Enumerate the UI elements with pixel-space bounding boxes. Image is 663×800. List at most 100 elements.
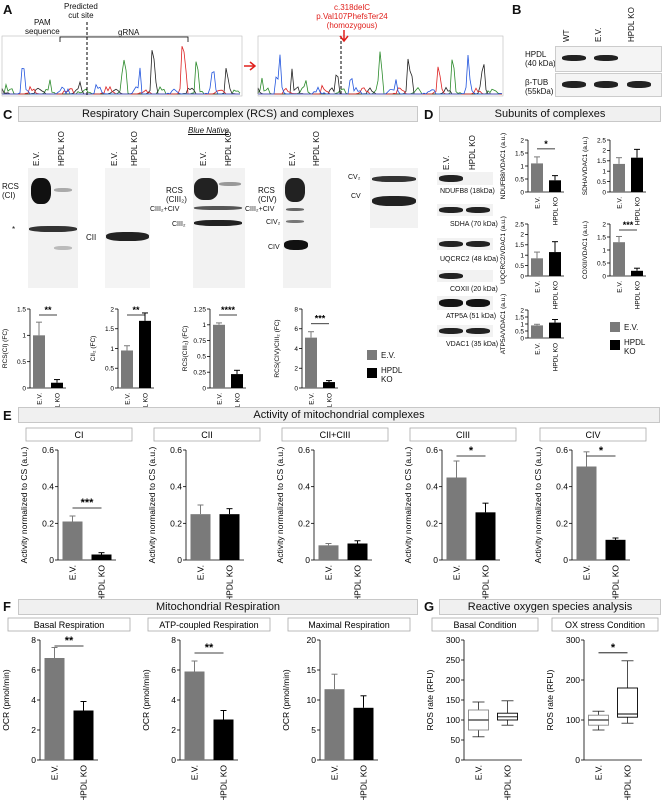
band bbox=[439, 299, 463, 307]
y-axis-label: Activity normalized to CS (a.u.) bbox=[403, 446, 413, 563]
band bbox=[466, 207, 490, 213]
band bbox=[439, 273, 463, 279]
significance-label: *** bbox=[81, 497, 95, 509]
y-tick-label: 0 bbox=[202, 385, 206, 392]
y-tick-label: 2 bbox=[294, 366, 298, 373]
y-tick-label: 1 bbox=[602, 168, 606, 175]
band bbox=[439, 175, 463, 182]
band bbox=[286, 208, 304, 211]
trace-line bbox=[2, 46, 240, 95]
y-tick-label: 0 bbox=[563, 555, 568, 565]
panel-d-header: Subunits of complexes bbox=[439, 106, 661, 122]
y-tick-label: 1 bbox=[520, 163, 524, 170]
band bbox=[439, 328, 463, 334]
gel3-lane-ko: HPDL KO bbox=[224, 131, 233, 166]
bar bbox=[631, 270, 643, 276]
y-tick-label: 4 bbox=[171, 695, 176, 705]
bar bbox=[446, 477, 467, 560]
chart-sdha: 0 0.5 1 1.5 2 2.5 SDHA/VDAC1 (a.u.) E.V. HPDL KO bbox=[582, 137, 646, 225]
ndufb8-label: NDUFB8 (18kDa) bbox=[440, 188, 495, 195]
x-tick-label: HPDL KO bbox=[218, 765, 228, 800]
x-tick-label: E.V. bbox=[67, 565, 77, 580]
mutation-protein: p.Val107PhefsTer24 bbox=[316, 12, 388, 21]
civ-label: CIV bbox=[268, 244, 280, 251]
y-tick-label: 2 bbox=[171, 725, 176, 735]
bar bbox=[531, 258, 543, 276]
btub-blot bbox=[555, 73, 662, 97]
x-tick-label: E.V. bbox=[534, 343, 541, 355]
bar bbox=[91, 554, 112, 560]
y-tick-label: 0 bbox=[311, 755, 316, 765]
cii-label: CII bbox=[86, 233, 97, 242]
bar bbox=[213, 324, 225, 388]
y-tick-label: 0 bbox=[602, 273, 606, 280]
chart-header: CIV bbox=[585, 430, 600, 440]
chart-header-box bbox=[287, 617, 411, 632]
btub-row-label: β-TUB (55kDa) bbox=[525, 78, 554, 96]
significance-label: * bbox=[544, 139, 548, 149]
gel4-image bbox=[283, 168, 331, 288]
panel-label-a: A bbox=[3, 2, 13, 17]
significance-label: ** bbox=[205, 642, 214, 654]
chart-header-box bbox=[7, 617, 131, 632]
x-tick-label: HPDL KO bbox=[352, 565, 362, 602]
lane-hpdl-ko: HPDL KO bbox=[627, 7, 636, 42]
bar bbox=[318, 545, 339, 560]
sdha-blot bbox=[437, 204, 493, 216]
y-tick-label: 0.4 bbox=[170, 482, 182, 492]
y-tick-label: 0 bbox=[455, 755, 460, 765]
trace-frame bbox=[257, 35, 504, 97]
x-tick-label: E.V. bbox=[308, 393, 315, 405]
y-axis-label: RCS(CI) (FC) bbox=[2, 329, 9, 368]
y-tick-label: 0.4 bbox=[298, 482, 310, 492]
chart-header: OX stress Condition bbox=[565, 620, 645, 630]
y-tick-label: 4 bbox=[31, 695, 36, 705]
chart-header: CI bbox=[75, 430, 84, 440]
band bbox=[29, 226, 77, 232]
y-axis-label: UQCRC2/VDAC1 (a.u.) bbox=[500, 216, 507, 284]
band bbox=[194, 220, 242, 226]
band bbox=[194, 206, 242, 210]
x-tick-label: HPDL KO bbox=[96, 565, 106, 602]
y-axis-label: RCS(CIII₂) (FC) bbox=[182, 326, 189, 372]
y-tick-label: 0.5 bbox=[17, 359, 26, 366]
y-tick-label: 2 bbox=[520, 232, 524, 239]
y-tick-label: 200 bbox=[446, 675, 460, 685]
bar bbox=[190, 514, 211, 560]
hpdl-row-label: HPDL (40 kDa) bbox=[525, 50, 556, 68]
chart-header-box bbox=[147, 617, 271, 632]
legend-label-ev: E.V. bbox=[381, 351, 396, 360]
bar bbox=[305, 337, 317, 388]
y-tick-label: 1.5 bbox=[515, 150, 524, 157]
y-tick-label: 0.6 bbox=[426, 445, 438, 455]
y-tick-label: 1 bbox=[602, 247, 606, 254]
chart-maximal-respiration: Maximal Respiration 0 5 10 15 20 OCR (pmol/min… bbox=[281, 617, 411, 800]
chart-header: Basal Respiration bbox=[34, 620, 105, 630]
significance-label: * bbox=[599, 445, 604, 457]
trace-line bbox=[2, 67, 240, 95]
chart-civ-activity: CIV 0 0.2 0.4 0.6 Activity normalized to CS (… bbox=[533, 427, 647, 602]
coxii-label: COXII (20 kDa) bbox=[450, 286, 498, 293]
x-tick-label: HPDL KO bbox=[502, 765, 512, 800]
y-tick-label: 0.4 bbox=[42, 482, 54, 492]
band bbox=[54, 188, 72, 192]
ciii-label: CIII₂ bbox=[172, 221, 186, 228]
chart-ci-activity: CI 0 0.2 0.4 0.6 Activity normalized to CS (a… bbox=[19, 427, 133, 602]
bar bbox=[121, 350, 133, 388]
chart-atp5a: 00.511.52 ATP5A/VDAC1 (a.u.) E.V. HPDL KO bbox=[500, 294, 564, 371]
y-axis-label: ROS rate (RFU) bbox=[545, 669, 555, 730]
vdac1-blot bbox=[437, 325, 493, 337]
y-tick-label: 0.2 bbox=[298, 518, 310, 528]
band bbox=[594, 55, 618, 61]
y-tick-label: 0 bbox=[520, 273, 524, 280]
chart-header: ATP-coupled Respiration bbox=[159, 620, 258, 630]
band bbox=[285, 178, 305, 202]
bar bbox=[324, 689, 345, 760]
bar bbox=[576, 466, 597, 560]
x-tick-label: HPDL KO bbox=[622, 765, 632, 800]
band bbox=[466, 328, 490, 334]
bar bbox=[549, 180, 561, 192]
lane-ev: E.V. bbox=[594, 27, 603, 42]
box bbox=[617, 687, 638, 718]
bar bbox=[605, 539, 626, 560]
